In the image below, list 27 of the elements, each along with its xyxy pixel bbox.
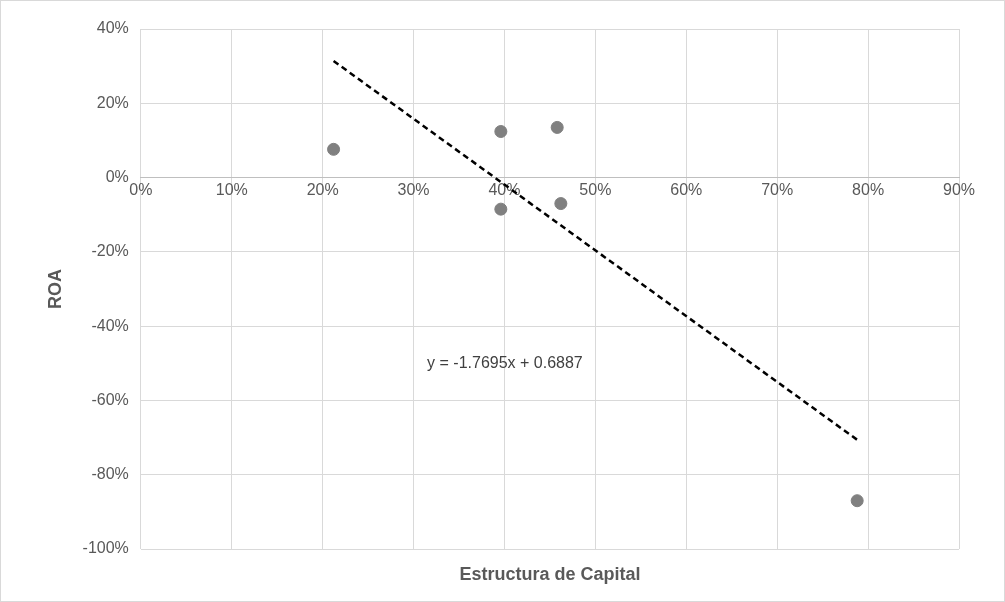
point — [554, 197, 568, 211]
x-tick-label: 90% — [942, 180, 976, 198]
point — [327, 142, 341, 156]
x-axis-title: Estructura de Capital — [459, 563, 641, 584]
y-axis-title: ROA — [44, 269, 65, 309]
x-tick-label: 0% — [129, 180, 153, 198]
y-tick-label: 20% — [96, 93, 129, 111]
x-tick-label: 80% — [852, 180, 885, 198]
y-tick-label: 0% — [105, 167, 129, 185]
x-tick-label: 70% — [761, 180, 794, 198]
y-tick-label: -20% — [91, 242, 129, 260]
y-tick-label: -100% — [82, 539, 129, 557]
point — [494, 202, 508, 216]
x-tick-label: 50% — [579, 180, 612, 198]
y-tick-label: 40% — [96, 19, 129, 37]
x-tick-label: 30% — [397, 180, 430, 198]
point — [850, 494, 864, 508]
x-tick-label: 60% — [670, 180, 703, 198]
y-tick-label: -80% — [91, 465, 129, 483]
x-tick-label: 40% — [488, 180, 521, 198]
x-tick-label: 10% — [215, 180, 248, 198]
y-tick-label: -60% — [91, 390, 129, 408]
point — [550, 120, 564, 134]
annotation: y = -1.7695x + 0.6887 — [427, 353, 583, 371]
point — [494, 125, 508, 139]
y-tick-label: -40% — [91, 316, 129, 334]
x-tick-label: 20% — [306, 180, 339, 198]
